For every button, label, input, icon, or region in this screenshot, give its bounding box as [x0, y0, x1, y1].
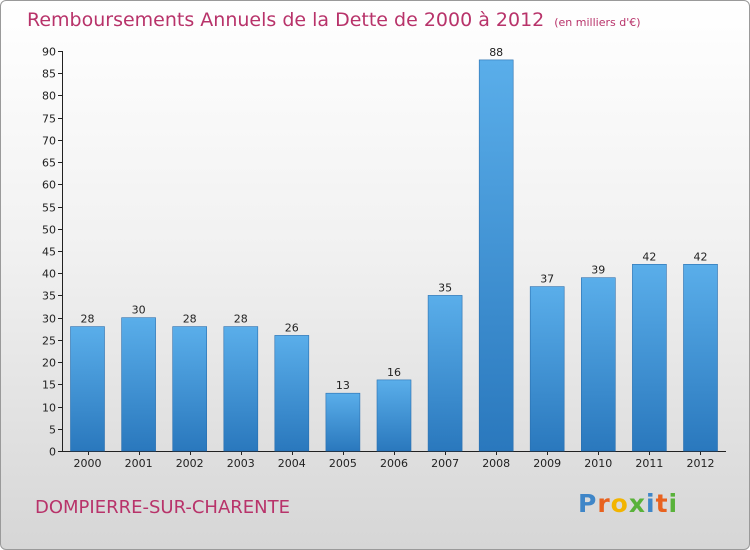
bar-2007 — [427, 295, 463, 452]
y-tick-label: 90 — [42, 46, 56, 59]
logo-letter: r — [597, 489, 611, 518]
x-tick-label-2004: 2004 — [278, 457, 306, 470]
logo-letter: P — [578, 489, 598, 518]
bar-2009 — [529, 286, 565, 452]
x-tick-label-2012: 2012 — [687, 457, 715, 470]
bar-2008 — [478, 59, 514, 452]
y-tick-label: 65 — [42, 157, 56, 170]
x-tick-label-2008: 2008 — [482, 457, 510, 470]
y-tick-label: 35 — [42, 290, 56, 303]
x-tick-label-2007: 2007 — [431, 457, 459, 470]
bar-2010 — [580, 277, 616, 452]
value-label-2008: 88 — [489, 46, 503, 59]
bar-2003 — [223, 326, 259, 452]
logo-letter: x — [628, 489, 646, 518]
x-tick-label-2009: 2009 — [533, 457, 561, 470]
x-tick-label-2000: 2000 — [74, 457, 102, 470]
y-tick-label: 0 — [49, 446, 56, 459]
y-tick-label: 30 — [42, 313, 56, 326]
x-tick-label-2011: 2011 — [635, 457, 663, 470]
x-tick-label-2005: 2005 — [329, 457, 357, 470]
value-label-2001: 30 — [132, 304, 146, 317]
value-label-2003: 28 — [234, 313, 248, 326]
y-tick-label: 60 — [42, 179, 56, 192]
bar-2005 — [325, 392, 361, 452]
y-tick-label: 55 — [42, 202, 56, 215]
value-label-2005: 13 — [336, 379, 350, 392]
bar-2012 — [683, 263, 718, 452]
y-tick-label: 25 — [42, 335, 56, 348]
logo-letter: t — [655, 489, 669, 518]
proxiti-logo: Proxiti — [578, 489, 678, 518]
x-tick-label-2010: 2010 — [584, 457, 612, 470]
value-label-2012: 42 — [694, 250, 708, 263]
chart-bars: 28 30 28 28 26 13 16 35 88 37 39 42 42 — [70, 46, 718, 452]
y-tick-label: 20 — [42, 357, 56, 370]
x-tick-label-2006: 2006 — [380, 457, 408, 470]
bar-2011 — [632, 263, 667, 452]
y-tick-label: 50 — [42, 224, 56, 237]
value-label-2010: 39 — [591, 264, 605, 277]
value-label-2009: 37 — [540, 273, 554, 286]
bar-2004 — [274, 335, 310, 452]
y-tick-label: 80 — [42, 90, 56, 103]
y-tick-label: 15 — [42, 379, 56, 392]
y-tick-label: 40 — [42, 268, 56, 281]
y-tick-label: 70 — [42, 135, 56, 148]
y-tick-label: 5 — [49, 424, 56, 437]
bar-2001 — [121, 317, 156, 452]
value-label-2002: 28 — [183, 313, 197, 326]
y-tick-label: 85 — [42, 68, 56, 81]
x-tick-label-2003: 2003 — [227, 457, 255, 470]
title-text: Remboursements Annuels de la Dette de 20… — [27, 9, 545, 31]
value-label-2007: 35 — [438, 281, 452, 294]
bar-2000 — [70, 326, 105, 452]
title-unit: (en milliers d'€) — [554, 16, 641, 29]
y-tick-label: 10 — [42, 402, 56, 415]
chart-title: Remboursements Annuels de la Dette de 20… — [27, 9, 641, 31]
x-tick-label-2002: 2002 — [176, 457, 204, 470]
bar-2002 — [172, 326, 207, 452]
value-label-2011: 42 — [642, 250, 656, 263]
y-tick-label: 45 — [42, 246, 56, 259]
value-label-2000: 28 — [81, 313, 95, 326]
y-tick-label: 75 — [42, 113, 56, 126]
chart-axes: 0 5 10 15 20 25 30 35 40 45 50 55 60 65 70 75 80 85 90 2000… — [42, 46, 726, 470]
value-label-2006: 16 — [387, 366, 401, 379]
commune-name: DOMPIERRE-SUR-CHARENTE — [35, 497, 290, 518]
value-label-2004: 26 — [285, 321, 299, 334]
bar-2006 — [376, 379, 412, 452]
logo-letter: i — [668, 489, 679, 518]
x-tick-label-2001: 2001 — [125, 457, 153, 470]
logo-letter: o — [610, 489, 629, 518]
logo-letter: i — [646, 489, 656, 518]
